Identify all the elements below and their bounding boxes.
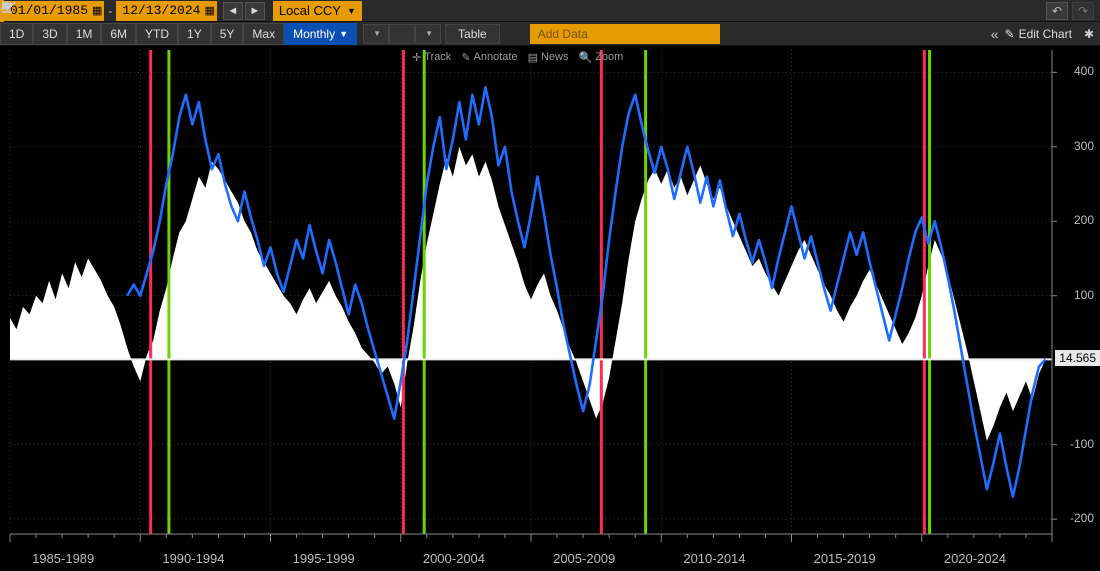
range-tabs: 1D3D1M6MYTD1Y5YMaxMonthly▼	[0, 23, 357, 45]
track-label: Track	[424, 51, 451, 63]
x-tick-label: 2010-2014	[683, 551, 745, 566]
news-label: News	[541, 51, 569, 63]
currency-label: Local CCY	[279, 3, 341, 18]
chart-type-button[interactable]: ▼	[363, 24, 389, 44]
export-icon	[0, 0, 14, 14]
x-tick-label: 2020-2024	[944, 551, 1006, 566]
y-tick-label: -100	[1070, 437, 1094, 451]
table-label: Table	[458, 27, 487, 41]
redo-button[interactable]: ↷	[1072, 2, 1094, 20]
pencil-icon: ✎	[1005, 27, 1015, 41]
zoom-button[interactable]: 🔍Zoom	[579, 51, 624, 64]
x-axis-labels: 1985-1989 1990-1994 1995-1999 2000-2004 2005…	[0, 542, 1100, 571]
date-nav: ◄ ►	[223, 2, 267, 20]
redo-icon: ↷	[1078, 4, 1088, 18]
x-tick-label: 1995-1999	[293, 551, 355, 566]
gear-button[interactable]: ✱	[1084, 27, 1094, 41]
range-tab-max[interactable]: Max	[243, 23, 284, 45]
add-data-input[interactable]: Add Data	[530, 24, 720, 44]
current-value-tag: 14.565	[1055, 350, 1100, 366]
y-tick-label: 100	[1074, 288, 1094, 302]
toolbar-dates: 01/01/1985 ▦ - 12/13/2024 ▦ ◄ ► Local CC…	[0, 0, 1100, 22]
y-tick-label: 300	[1074, 139, 1094, 153]
range-tab-6m[interactable]: 6M	[101, 23, 136, 45]
date-end-input[interactable]: 12/13/2024 ▦	[116, 1, 216, 21]
date-range-separator: -	[104, 4, 116, 18]
y-tick-label: -200	[1070, 511, 1094, 525]
currency-select[interactable]: Local CCY ▼	[273, 1, 362, 21]
search-icon: 🔍	[579, 51, 593, 64]
range-tab-1d[interactable]: 1D	[0, 23, 33, 45]
add-data-placeholder: Add Data	[538, 27, 588, 41]
date-end-value: 12/13/2024	[122, 3, 200, 18]
range-tab-ytd[interactable]: YTD	[136, 23, 178, 45]
date-next-button[interactable]: ►	[245, 2, 265, 20]
edit-chart-label: Edit Chart	[1019, 27, 1072, 41]
x-tick-label: 1985-1989	[32, 551, 94, 566]
x-tick-label: 2000-2004	[423, 551, 485, 566]
chart-area[interactable]: -200-100100200300400 1985-19891990-19941…	[0, 46, 1100, 571]
chevron-down-icon: ▼	[425, 29, 433, 38]
undo-icon: ↶	[1052, 4, 1062, 18]
annotate-label: Annotate	[474, 51, 518, 63]
range-tab-1m[interactable]: 1M	[67, 23, 102, 45]
calendar-icon: ▦	[92, 4, 102, 18]
chevron-down-icon: ▼	[347, 6, 356, 16]
chevron-down-icon: ▼	[339, 29, 348, 39]
calendar-icon: ▦	[204, 4, 214, 18]
edit-chart-button[interactable]: ✎ Edit Chart	[1005, 27, 1072, 41]
chart-svg	[0, 46, 1100, 571]
collapse-chevrons[interactable]: «	[991, 26, 999, 42]
table-button[interactable]: Table	[445, 24, 500, 44]
y-tick-label: 400	[1074, 64, 1094, 78]
toolbar-ranges: 1D3D1M6MYTD1Y5YMaxMonthly▼ ▼ ▼ Table Add…	[0, 22, 1100, 46]
range-tab-5y[interactable]: 5Y	[211, 23, 244, 45]
zoom-label: Zoom	[595, 51, 623, 63]
news-button[interactable]: ▤News	[528, 51, 569, 64]
pencil-icon: ✎	[461, 51, 470, 64]
x-tick-label: 2005-2009	[553, 551, 615, 566]
chart-mini-toolbar: ✛Track ✎ Annotate ▤News 🔍Zoom	[412, 48, 623, 66]
crosshair-icon: ✛	[412, 51, 421, 64]
candlestick-button[interactable]	[389, 24, 415, 44]
chevron-down-icon: ▼	[373, 29, 381, 38]
range-tab-1y[interactable]: 1Y	[178, 23, 211, 45]
y-tick-label: 200	[1074, 213, 1094, 227]
undo-button[interactable]: ↶	[1046, 2, 1068, 20]
track-button[interactable]: ✛Track	[412, 51, 451, 64]
date-start-input[interactable]: 01/01/1985 ▦	[4, 1, 104, 21]
x-tick-label: 2015-2019	[814, 551, 876, 566]
cursor-button[interactable]: ▼	[415, 24, 441, 44]
date-start-value: 01/01/1985	[10, 3, 88, 18]
date-prev-button[interactable]: ◄	[223, 2, 243, 20]
x-tick-label: 1990-1994	[162, 551, 224, 566]
annotate-button[interactable]: ✎ Annotate	[461, 51, 517, 64]
news-icon: ▤	[528, 51, 538, 64]
range-tab-3d[interactable]: 3D	[33, 23, 66, 45]
range-tab-monthly[interactable]: Monthly▼	[284, 23, 357, 45]
